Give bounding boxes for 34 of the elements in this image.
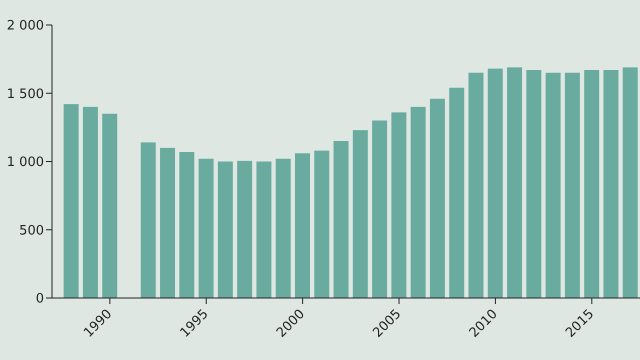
bar <box>564 72 580 298</box>
bar <box>256 162 272 298</box>
bar <box>198 158 214 298</box>
bar <box>526 70 542 298</box>
bar <box>314 150 330 298</box>
y-tick-label: 0 <box>36 292 44 307</box>
bar <box>488 68 503 298</box>
y-tick-label: 1 500 <box>6 86 44 102</box>
bar <box>276 158 291 298</box>
bar <box>334 141 349 298</box>
bar <box>584 70 600 298</box>
y-tick-label: 2 000 <box>6 18 44 34</box>
bar <box>352 130 368 298</box>
bar <box>237 160 252 298</box>
y-tick-label: 1 000 <box>6 155 44 170</box>
bar <box>410 106 426 298</box>
bar <box>82 106 98 298</box>
bar <box>294 153 310 298</box>
bar <box>102 114 118 298</box>
bar <box>391 112 406 298</box>
bar <box>430 98 445 298</box>
bar <box>507 67 522 298</box>
bar <box>468 72 484 298</box>
bar <box>372 120 388 298</box>
bar <box>603 70 618 298</box>
bar <box>160 148 176 298</box>
bar <box>546 72 561 298</box>
bar <box>64 104 79 298</box>
bar <box>449 88 464 298</box>
bar <box>622 67 638 298</box>
bar <box>140 142 156 298</box>
y-tick-label: 500 <box>19 223 44 238</box>
bar <box>218 162 233 298</box>
bar <box>179 152 194 298</box>
